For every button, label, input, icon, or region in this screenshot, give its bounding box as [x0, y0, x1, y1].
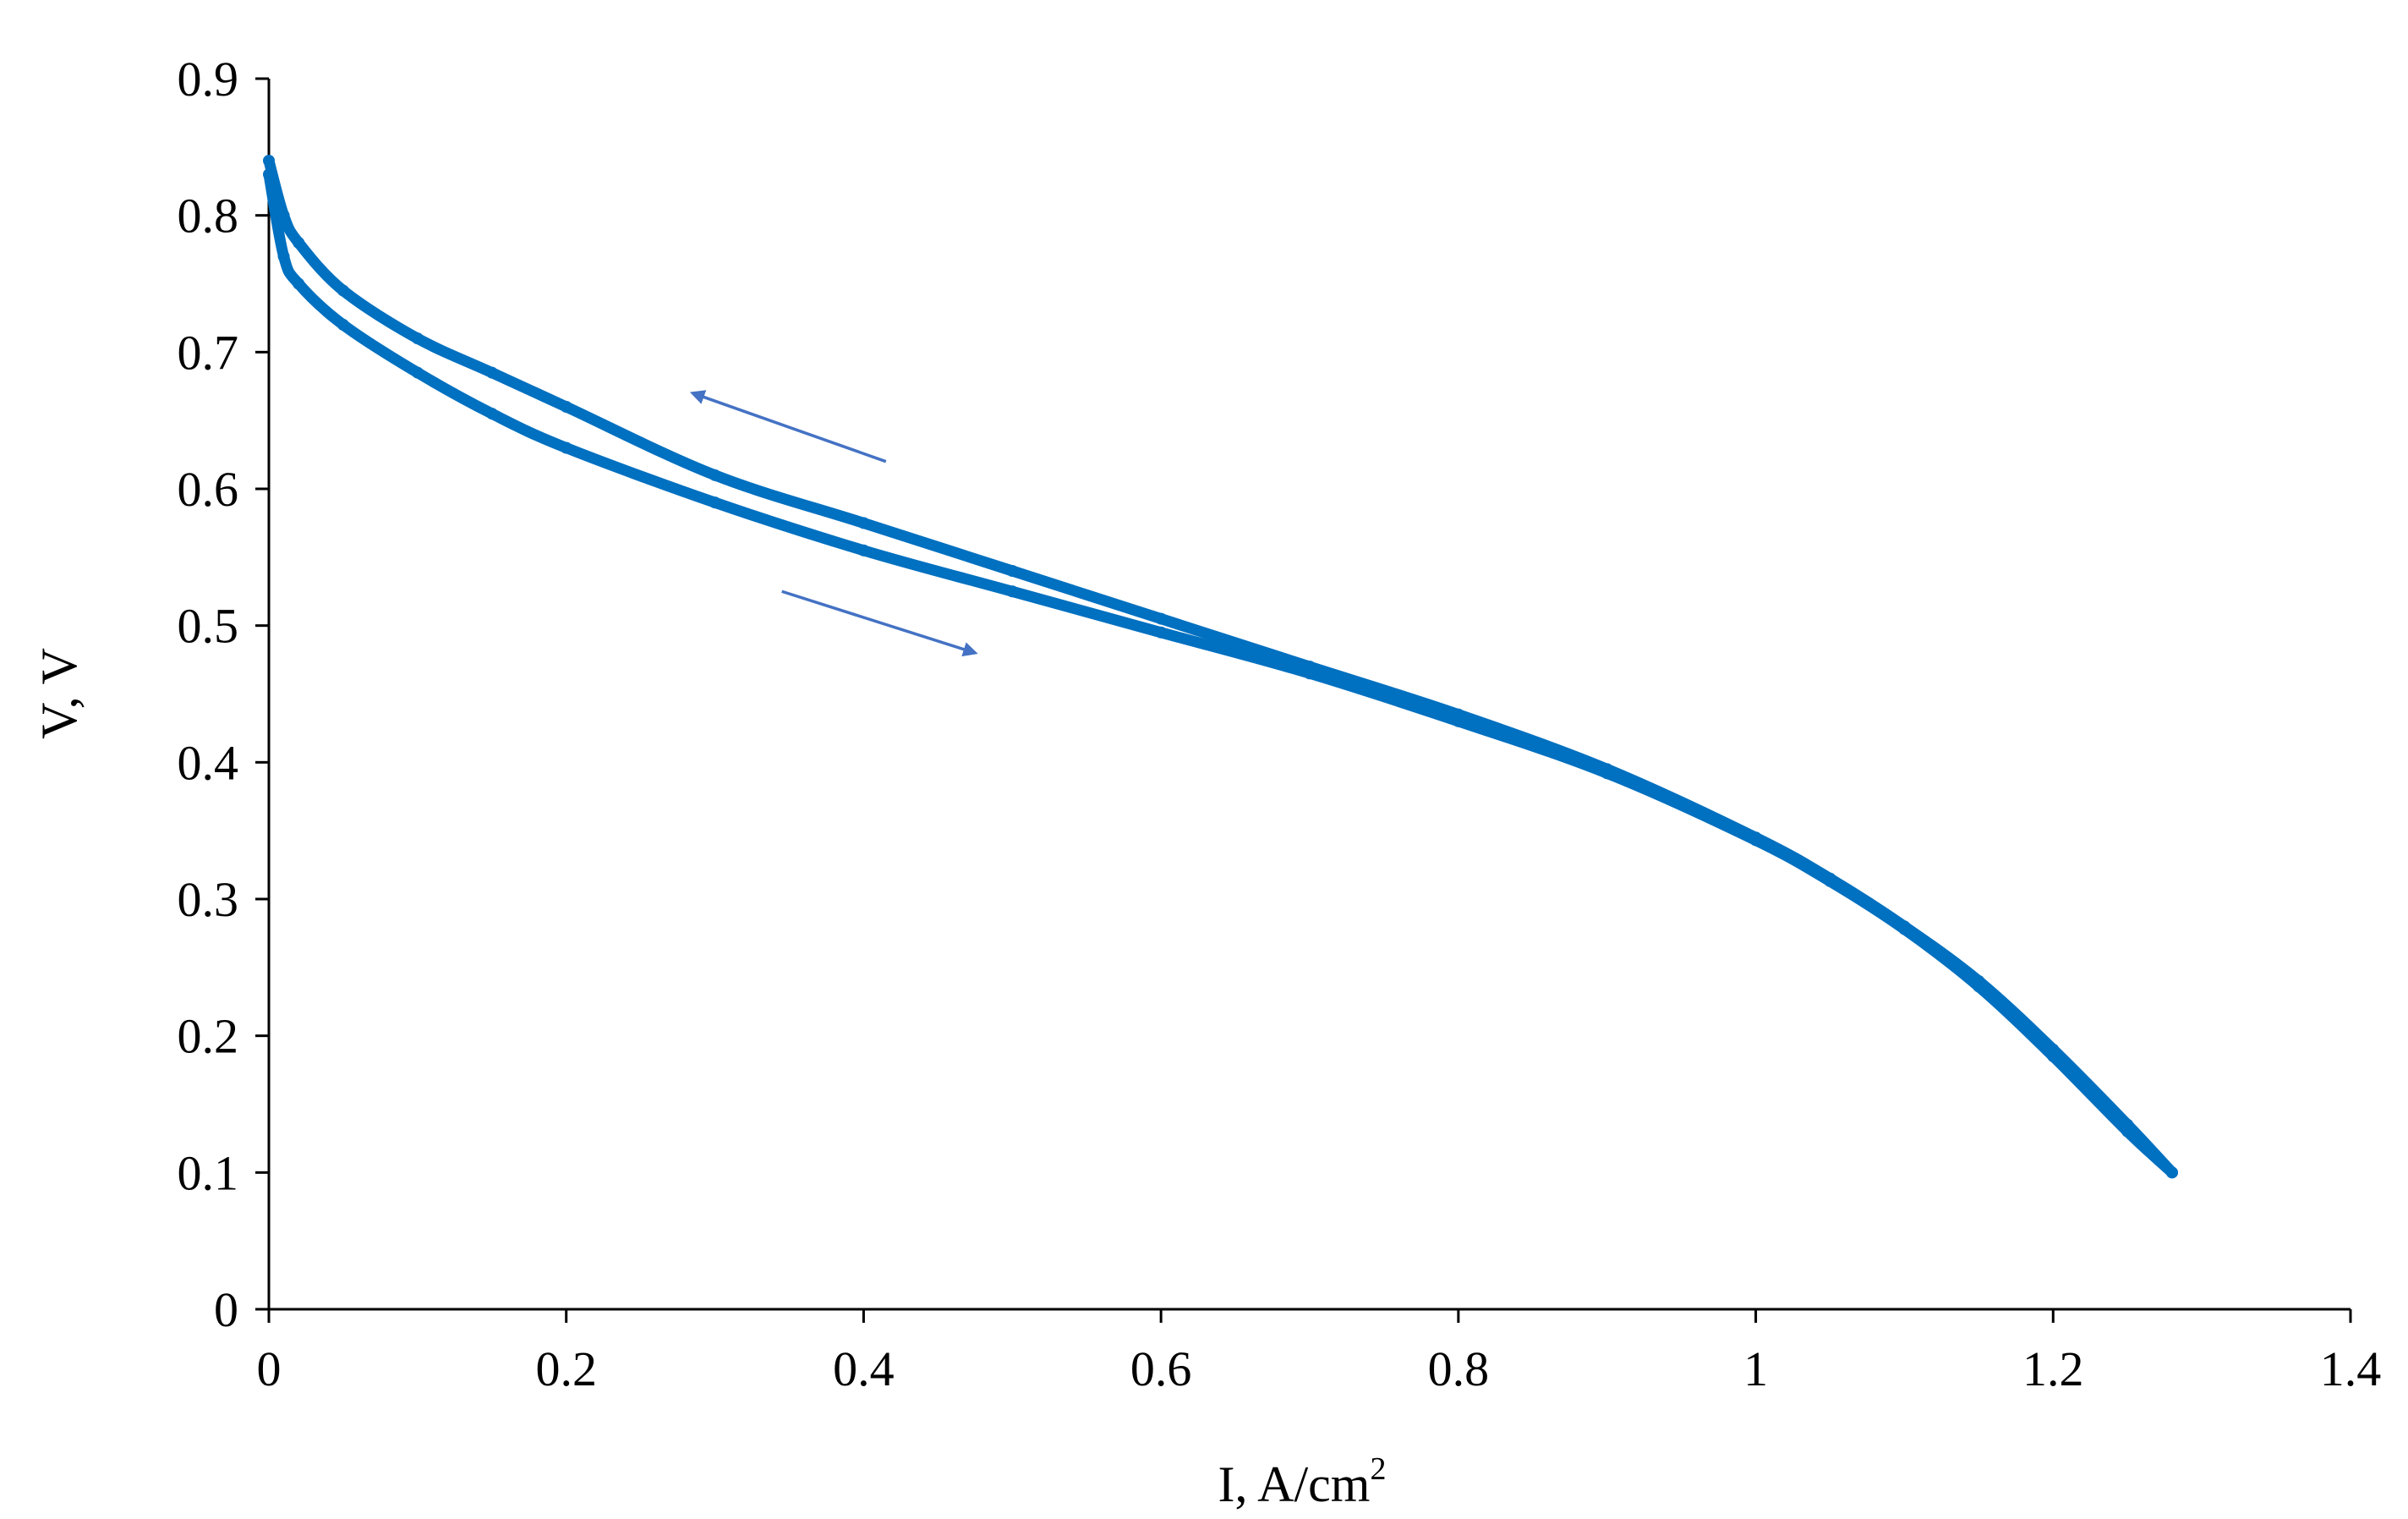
x-axis: 0 0.2 0.4 0.6 0.8 1 1.2 1.4 — [257, 1308, 2382, 1396]
data-point — [263, 155, 275, 167]
x-tick-label: 0.8 — [1428, 1341, 1490, 1396]
data-point — [1452, 715, 1464, 727]
x-tick-label: 0.6 — [1130, 1341, 1192, 1396]
data-point — [1155, 612, 1168, 625]
y-tick-label: 0.5 — [178, 599, 239, 654]
scan-direction-arrow-right — [781, 590, 978, 657]
data-point — [277, 250, 290, 263]
x-tick-label: 1.4 — [2320, 1341, 2382, 1396]
data-point — [337, 319, 349, 331]
x-axis-title: I, A/cm2 — [1218, 1451, 1387, 1512]
data-point — [293, 277, 305, 290]
data-point — [485, 366, 498, 379]
y-tick-label: 0.9 — [178, 52, 239, 107]
data-point — [1749, 834, 1762, 847]
y-tick-label: 0.6 — [178, 462, 239, 517]
series-layer — [263, 155, 2178, 1179]
data-point — [2047, 1050, 2060, 1062]
data-point — [709, 496, 721, 509]
y-tick-label: 0.7 — [178, 325, 239, 380]
data-point — [1155, 626, 1168, 639]
x-axis-title-superscript: 2 — [1370, 1451, 1386, 1487]
x-tick-label: 0.2 — [535, 1341, 597, 1396]
data-point — [1898, 923, 1911, 935]
x-tick-label: 1 — [1743, 1341, 1768, 1396]
data-point — [709, 469, 721, 481]
data-point — [337, 284, 349, 297]
y-axis: 0 0.1 0.2 0.3 0.4 0.5 0.6 0.7 0.8 0.9 — [178, 52, 271, 1337]
x-tick-label: 0.4 — [833, 1341, 895, 1396]
data-point — [263, 168, 275, 181]
data-point — [857, 544, 870, 557]
x-tick-label: 1.2 — [2022, 1341, 2084, 1396]
data-point — [1824, 875, 1836, 887]
y-axis-title: V, V — [31, 648, 87, 739]
data-point — [485, 408, 498, 420]
y-tick-label: 0.2 — [178, 1009, 239, 1064]
data-point — [293, 237, 305, 249]
data-point — [2121, 1125, 2134, 1138]
data-point — [1601, 767, 1613, 780]
data-point — [2165, 1166, 2178, 1179]
data-point — [1973, 980, 1985, 993]
data-point — [560, 401, 572, 413]
data-point — [560, 441, 572, 454]
y-tick-label: 0.4 — [178, 735, 239, 790]
data-point — [1304, 667, 1316, 680]
series-line-forward-scan — [263, 168, 2178, 1178]
y-tick-label: 0.1 — [178, 1145, 239, 1200]
data-point — [857, 517, 870, 529]
series-line-reverse-scan — [263, 155, 2178, 1178]
data-point — [411, 366, 424, 379]
x-axis-title-main: I, A/cm — [1218, 1456, 1371, 1512]
data-point — [1006, 585, 1019, 598]
y-tick-label: 0.3 — [178, 872, 239, 927]
y-tick-label: 0.8 — [178, 189, 239, 244]
annotation-layer — [689, 390, 978, 657]
x-tick-label: 0 — [257, 1341, 282, 1396]
data-point — [411, 332, 424, 345]
scan-direction-arrow-left — [689, 390, 887, 463]
y-tick-label: 0 — [214, 1282, 238, 1337]
data-point — [1006, 565, 1019, 577]
